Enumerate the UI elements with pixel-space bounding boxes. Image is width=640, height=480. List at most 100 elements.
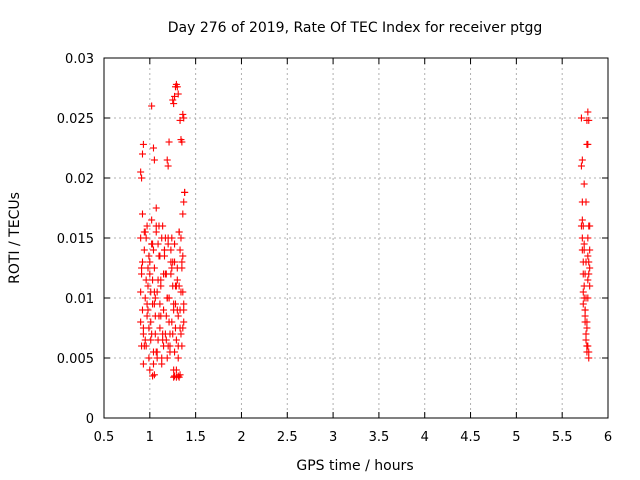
data-point — [585, 270, 593, 278]
y-tick-label: 0.01 — [65, 292, 94, 307]
data-point — [174, 372, 182, 380]
data-point — [584, 234, 592, 242]
data-point — [146, 270, 154, 278]
x-axis-title: GPS time / hours — [296, 458, 413, 474]
data-point — [171, 282, 179, 290]
data-point — [173, 83, 181, 91]
data-point — [584, 294, 592, 302]
data-point — [143, 222, 151, 230]
data-point — [157, 282, 165, 290]
data-point — [164, 342, 172, 350]
data-point — [156, 324, 164, 332]
x-tick-label: 6 — [604, 430, 612, 445]
data-point — [144, 282, 152, 290]
data-point — [580, 240, 588, 248]
data-point — [179, 288, 187, 296]
data-point — [152, 222, 160, 230]
data-point — [179, 210, 187, 218]
data-point — [181, 188, 189, 196]
data-point — [138, 264, 146, 272]
data-point — [169, 96, 177, 104]
data-point — [584, 252, 592, 260]
data-point — [179, 324, 187, 332]
data-point — [144, 264, 152, 272]
x-tick-label: 3 — [329, 430, 337, 445]
data-point — [173, 276, 181, 284]
x-tick-label: 5.5 — [552, 430, 573, 445]
data-point — [179, 110, 187, 118]
data-point — [158, 360, 166, 368]
data-point — [585, 116, 593, 124]
data-point — [176, 116, 184, 124]
data-point — [144, 306, 152, 314]
data-point — [139, 140, 147, 148]
data-point — [145, 324, 153, 332]
data-point — [577, 162, 585, 170]
x-tick-label: 1.5 — [185, 430, 206, 445]
data-point — [163, 156, 171, 164]
chart-title: Day 276 of 2019, Rate Of TEC Index for r… — [168, 20, 543, 36]
data-point — [172, 336, 180, 344]
data-point — [579, 288, 587, 296]
data-point — [175, 228, 183, 236]
data-point — [160, 246, 168, 254]
data-point — [143, 300, 151, 308]
x-tick-label: 3.5 — [369, 430, 390, 445]
data-point — [168, 234, 176, 242]
data-point — [147, 318, 155, 326]
data-point — [141, 294, 149, 302]
data-point — [146, 258, 154, 266]
data-point — [148, 216, 156, 224]
data-point — [150, 264, 158, 272]
data-point — [149, 246, 157, 254]
data-point — [138, 210, 146, 218]
data-point — [140, 228, 148, 236]
data-point — [149, 360, 157, 368]
data-point — [138, 342, 146, 350]
data-point — [151, 330, 159, 338]
data-point — [145, 354, 153, 362]
data-point — [137, 318, 145, 326]
y-tick-label: 0 — [86, 412, 94, 427]
y-tick-label: 0.005 — [57, 352, 94, 367]
data-point — [585, 354, 593, 362]
y-axis-title: ROTI / TECUs — [7, 192, 23, 284]
data-point — [173, 306, 181, 314]
data-point — [157, 312, 165, 320]
data-point — [167, 246, 175, 254]
data-point — [578, 216, 586, 224]
data-point — [180, 114, 188, 122]
data-points — [137, 80, 594, 381]
data-point — [586, 264, 594, 272]
data-point — [585, 222, 593, 230]
x-tick-label: 5 — [512, 430, 520, 445]
data-point — [165, 294, 173, 302]
data-point — [165, 318, 173, 326]
data-point — [577, 222, 585, 230]
data-point — [586, 246, 594, 254]
data-point — [148, 102, 156, 110]
data-point — [171, 92, 179, 100]
data-point — [577, 114, 585, 122]
data-point — [141, 336, 149, 344]
x-tick-label: 0.5 — [94, 430, 115, 445]
data-point — [582, 330, 590, 338]
data-point — [177, 330, 185, 338]
data-point — [168, 264, 176, 272]
y-tick-label: 0.03 — [65, 52, 94, 67]
data-point — [143, 312, 151, 320]
data-point — [159, 330, 167, 338]
data-point — [150, 300, 158, 308]
x-tick-label: 4 — [421, 430, 429, 445]
y-tick-label: 0.025 — [57, 112, 94, 127]
data-point — [171, 240, 179, 248]
data-point — [581, 318, 589, 326]
data-point — [138, 174, 146, 182]
data-point — [578, 246, 586, 254]
data-point — [174, 354, 182, 362]
data-point — [138, 270, 146, 278]
data-point — [169, 258, 177, 266]
data-point — [583, 342, 591, 350]
data-point — [178, 264, 186, 272]
